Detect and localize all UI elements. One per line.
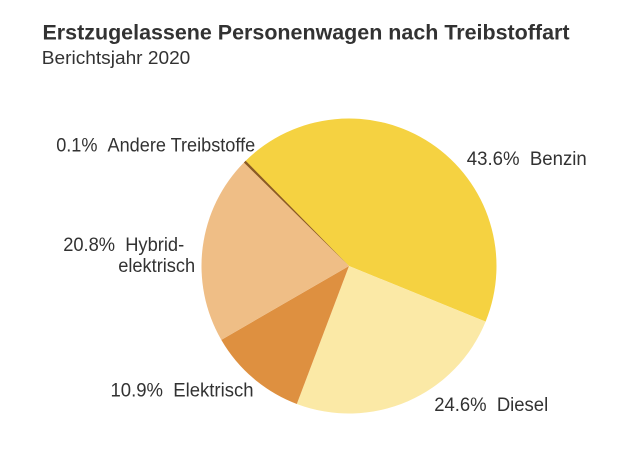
- svg-text:10.9% Elektrisch: 10.9% Elektrisch: [111, 380, 254, 402]
- svg-text:24.6% Diesel: 24.6% Diesel: [434, 394, 548, 416]
- svg-text:Berichtsjahr 2020: Berichtsjahr 2020: [42, 47, 191, 68]
- svg-text:43.6% Benzin: 43.6% Benzin: [467, 148, 587, 170]
- svg-text:elektrisch: elektrisch: [118, 255, 195, 277]
- svg-text:0.1% Andere Treibstoffe: 0.1% Andere Treibstoffe: [56, 135, 255, 157]
- svg-text:Erstzugelassene Personenwagen: Erstzugelassene Personenwagen nach Treib…: [43, 19, 570, 44]
- svg-text:20.8% Hybrid-: 20.8% Hybrid-: [63, 234, 184, 256]
